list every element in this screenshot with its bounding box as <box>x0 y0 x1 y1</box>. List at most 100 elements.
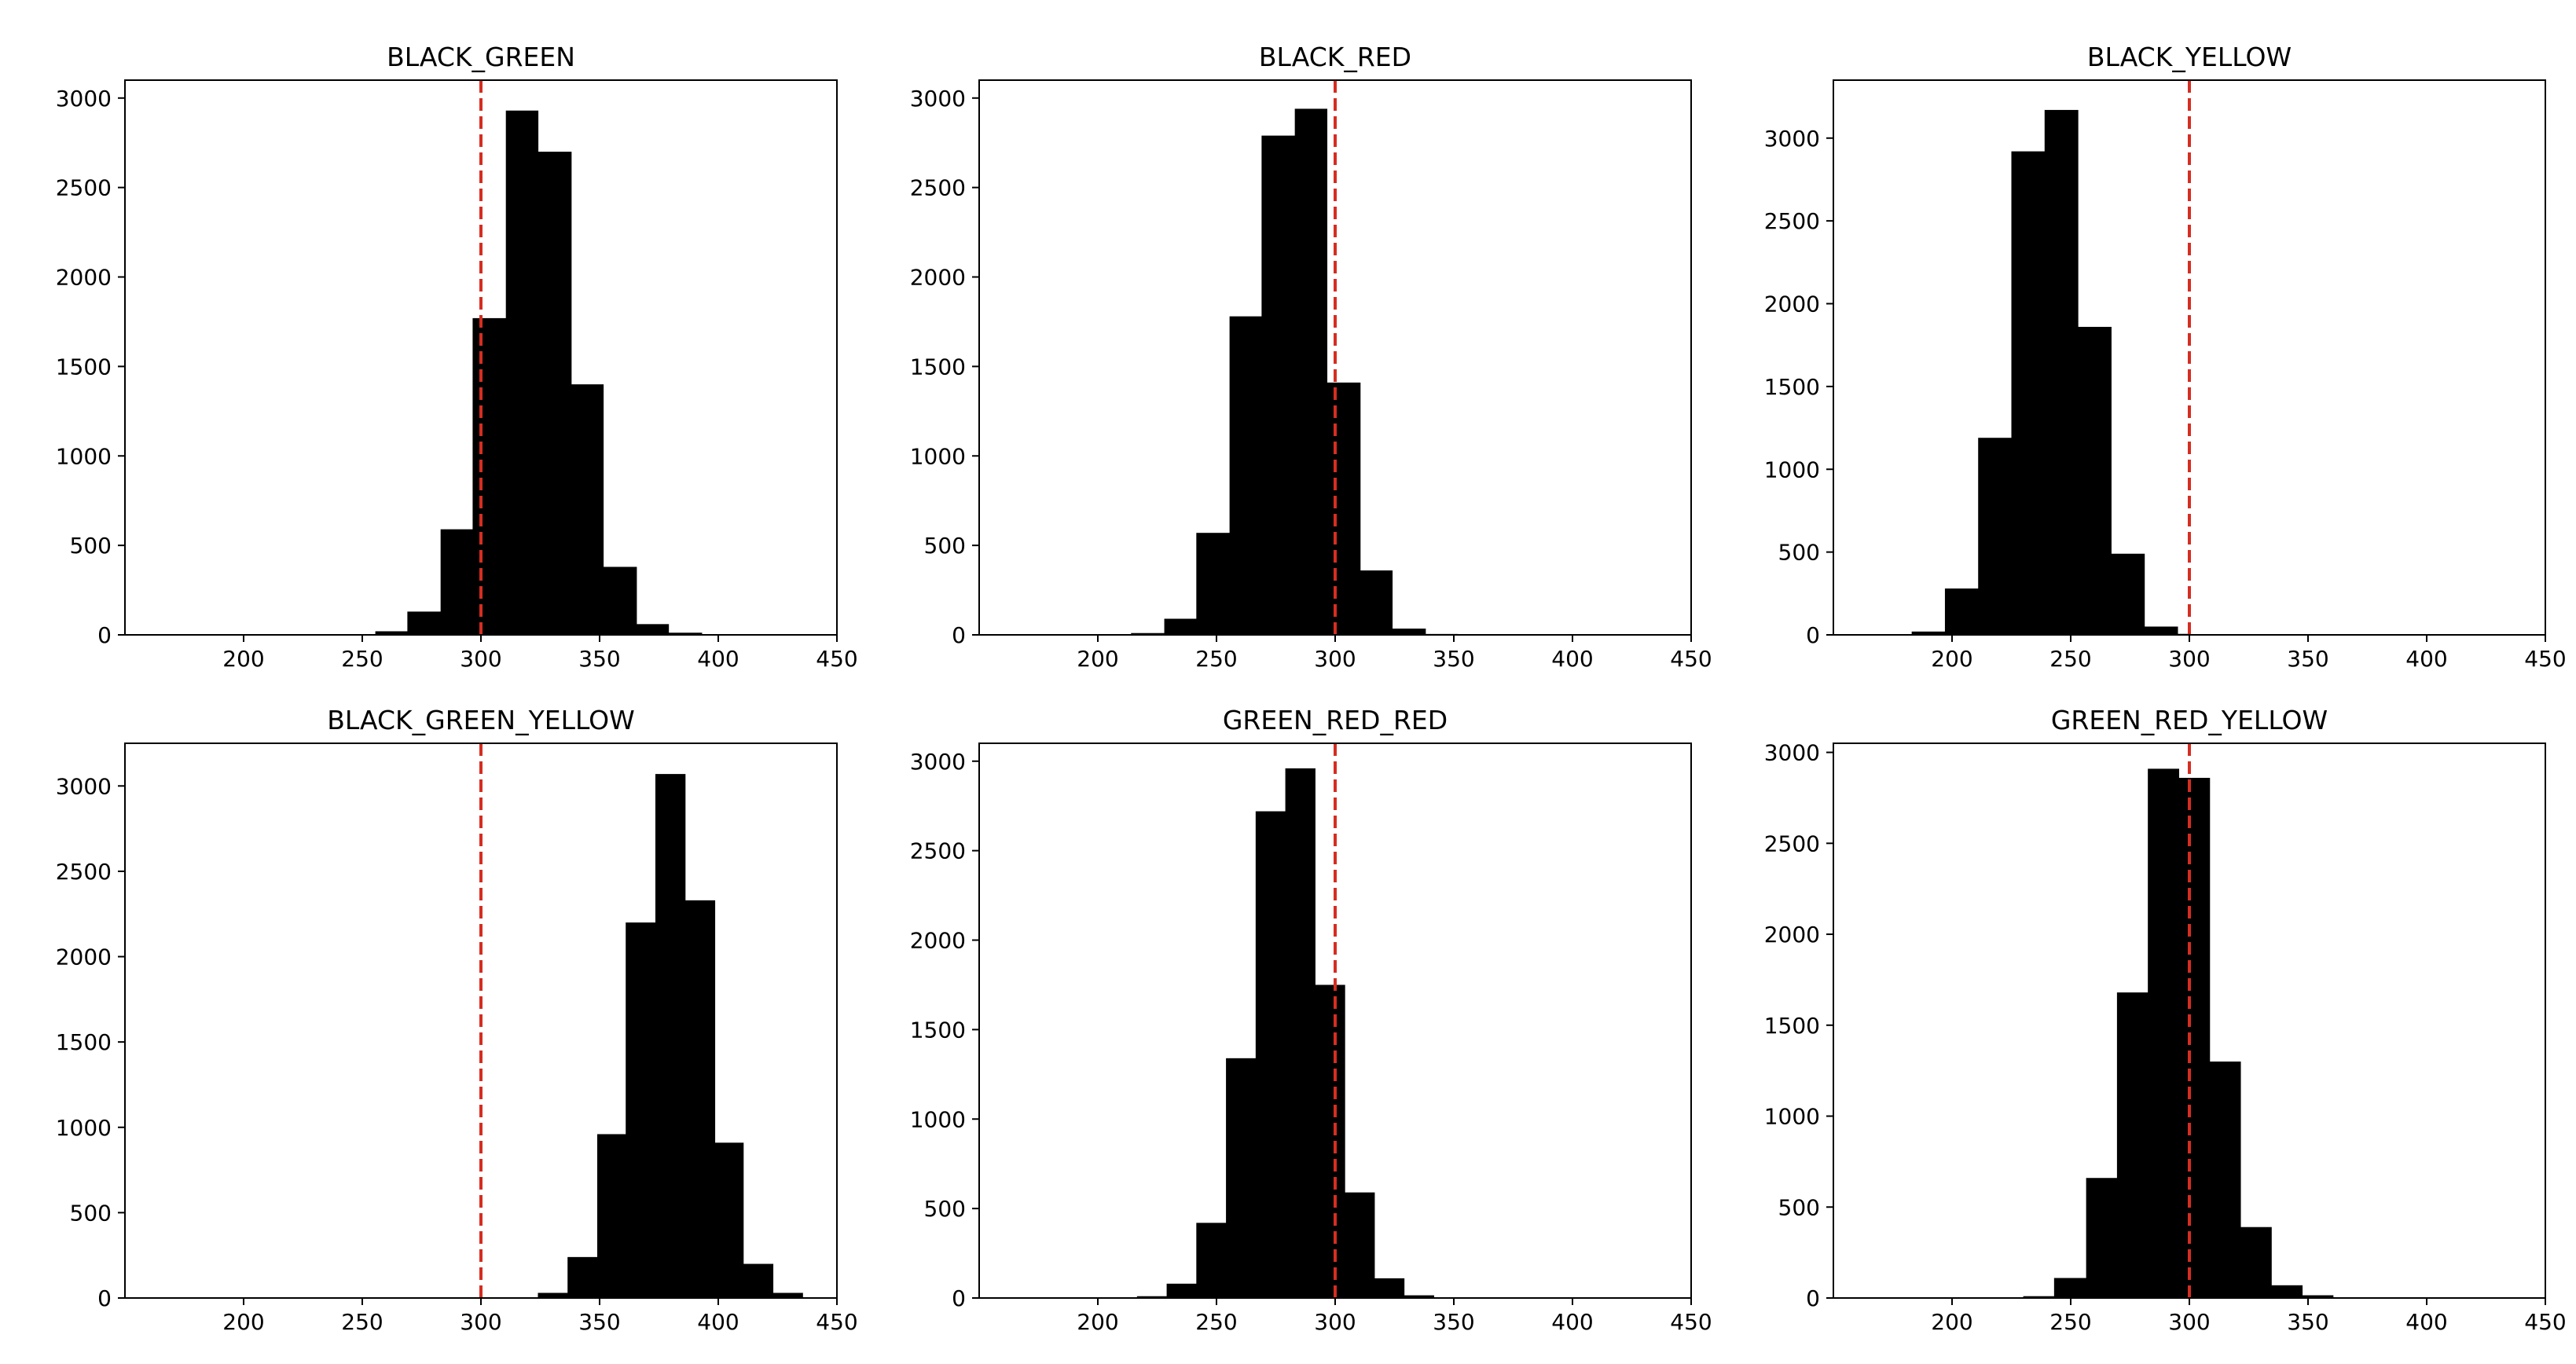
histogram-bar <box>1978 438 2013 635</box>
chart-title: GREEN_RED_RED <box>1223 705 1448 735</box>
y-tick-label: 2500 <box>1764 208 1820 234</box>
y-tick-label: 0 <box>97 1285 112 1311</box>
histogram-bar <box>1327 382 1361 635</box>
y-tick-label: 1500 <box>56 1029 112 1055</box>
histogram-bar <box>2086 1178 2118 1298</box>
x-tick-label: 350 <box>2287 646 2328 672</box>
chart-title: BLACK_YELLOW <box>2087 42 2292 72</box>
histogram-bar <box>2178 777 2211 1298</box>
histogram-bar <box>472 317 507 635</box>
y-tick-label: 1500 <box>56 354 112 380</box>
y-tick-label: 500 <box>70 1200 112 1226</box>
y-tick-label: 500 <box>924 533 966 559</box>
y-tick-label: 2500 <box>1764 830 1820 856</box>
histogram-bar <box>772 1292 803 1298</box>
histogram-bar <box>1255 811 1286 1298</box>
histogram-bar <box>1944 588 1979 635</box>
histogram-bar <box>2111 553 2145 635</box>
y-tick-label: 500 <box>70 533 112 559</box>
histogram-bar <box>684 900 716 1298</box>
x-tick-label: 250 <box>2049 1309 2091 1335</box>
x-tick-label: 450 <box>2524 646 2566 672</box>
histogram-bar <box>1404 1295 1434 1298</box>
y-tick-label: 3000 <box>1764 126 1820 152</box>
histogram-bar <box>2044 109 2079 635</box>
histogram-bar <box>1392 629 1426 635</box>
x-tick-label: 250 <box>2049 646 2091 672</box>
y-tick-label: 1000 <box>1764 1104 1820 1130</box>
y-tick-label: 3000 <box>910 749 966 775</box>
y-tick-label: 2500 <box>910 175 966 201</box>
y-tick-label: 3000 <box>56 86 112 112</box>
x-tick-label: 450 <box>816 1309 857 1335</box>
x-tick-label: 300 <box>1314 1309 1356 1335</box>
histogram-bar <box>1136 1296 1168 1298</box>
histogram-bar <box>2023 1296 2055 1298</box>
x-tick-label: 350 <box>2287 1309 2328 1335</box>
y-tick-label: 500 <box>1778 540 1820 566</box>
x-tick-label: 400 <box>697 1309 739 1335</box>
x-tick-label: 450 <box>816 646 857 672</box>
x-tick-label: 400 <box>1551 646 1593 672</box>
y-tick-label: 0 <box>952 1285 966 1311</box>
y-tick-label: 3000 <box>56 773 112 799</box>
x-tick-label: 400 <box>697 646 739 672</box>
chart-panel-1: 200 250 300 350 400 450 0 500 1000 1500 2000 2500 30… <box>56 42 858 672</box>
histogram-bar <box>636 624 670 635</box>
histogram-bar <box>743 1263 774 1298</box>
y-tick-label: 2000 <box>910 265 966 291</box>
x-tick-label: 300 <box>460 646 501 672</box>
histogram-bar <box>407 611 442 635</box>
x-tick-label: 300 <box>2168 646 2210 672</box>
y-tick-label: 2000 <box>910 928 966 954</box>
x-tick-label: 250 <box>341 1309 383 1335</box>
histogram-bar <box>1196 1223 1227 1298</box>
x-tick-label: 250 <box>1195 1309 1237 1335</box>
y-tick-label: 2000 <box>56 944 112 970</box>
histogram-bar <box>2116 992 2149 1298</box>
chart-panel-3: 200 250 300 350 400 450 0 500 1000 1500 2000 2500 30… <box>1764 42 2567 672</box>
histogram-bar <box>375 631 408 635</box>
x-tick-label: 400 <box>1551 1309 1593 1335</box>
histogram-bar <box>1294 108 1328 635</box>
x-tick-label: 450 <box>1670 646 1712 672</box>
chart-panel-6: 200 250 300 350 400 450 0 500 1000 1500 2000 2500 30… <box>1764 705 2567 1335</box>
y-tick-label: 1500 <box>1764 374 1820 400</box>
histogram-bar <box>1345 1192 1375 1298</box>
x-tick-label: 200 <box>1931 646 1972 672</box>
histogram-bar <box>440 529 474 635</box>
histogram-bar <box>1164 618 1197 635</box>
histogram-bar <box>1374 1278 1405 1298</box>
y-tick-label: 2000 <box>56 265 112 291</box>
histogram-bar <box>655 774 686 1298</box>
histogram-bar <box>538 152 572 636</box>
histogram-bar <box>1261 135 1296 636</box>
histogram-bar <box>1166 1283 1197 1298</box>
y-tick-label: 1500 <box>1764 1013 1820 1039</box>
x-tick-label: 200 <box>1931 1309 1972 1335</box>
y-tick-label: 2500 <box>910 838 966 864</box>
y-tick-label: 1000 <box>56 443 112 469</box>
x-tick-label: 200 <box>222 1309 264 1335</box>
chart-title: BLACK_GREEN_YELLOW <box>327 705 635 735</box>
y-tick-label: 1000 <box>1764 456 1820 482</box>
histogram-bar <box>2011 151 2046 635</box>
histogram-bar <box>505 110 539 636</box>
histogram-bar <box>603 566 637 635</box>
histogram-bar <box>571 384 604 635</box>
chart-panel-5: 200 250 300 350 400 450 0 500 1000 1500 2000 2500 30… <box>910 705 1712 1335</box>
x-tick-label: 300 <box>460 1309 501 1335</box>
x-tick-label: 300 <box>1314 646 1356 672</box>
x-tick-label: 300 <box>2168 1309 2210 1335</box>
y-tick-label: 500 <box>924 1196 966 1222</box>
x-tick-label: 350 <box>578 1309 620 1335</box>
histogram-bar <box>1285 768 1316 1298</box>
y-tick-label: 1500 <box>910 354 966 380</box>
histogram-bar <box>2053 1278 2087 1298</box>
histogram-bar <box>1315 984 1345 1298</box>
histogram-bar <box>2271 1285 2303 1298</box>
chart-title: BLACK_RED <box>1259 42 1411 72</box>
x-tick-label: 350 <box>578 646 620 672</box>
x-tick-label: 400 <box>2405 646 2447 672</box>
